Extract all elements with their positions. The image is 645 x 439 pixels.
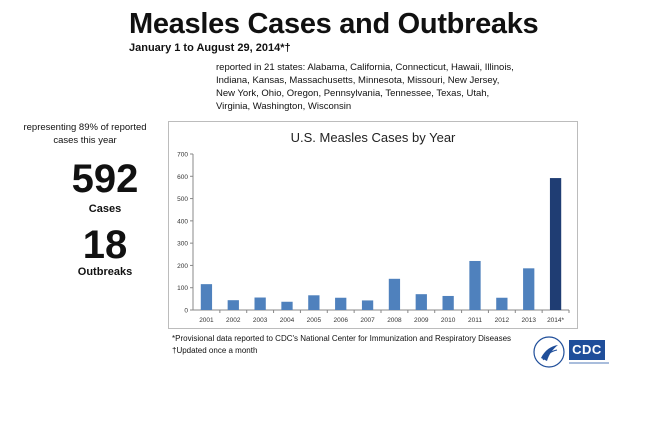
bar-2014	[549, 178, 562, 310]
x-tick-label: 2014*	[547, 317, 564, 324]
states-note: reported in 21 states: Alabama, Californ…	[216, 62, 514, 112]
x-tick-label: 2006	[333, 317, 348, 324]
date-range-subtitle: January 1 to August 29, 2014*†	[129, 42, 291, 54]
bar-2004	[281, 301, 293, 310]
outbreaks-label: Outbreaks	[77, 266, 133, 278]
x-tick-label: 2008	[387, 317, 402, 324]
cdc-logo: CDC	[569, 340, 605, 360]
bar-2005	[308, 295, 320, 310]
y-tick-label: 0	[184, 308, 188, 315]
x-tick-label: 2002	[226, 317, 241, 324]
y-tick-label: 500	[177, 196, 188, 203]
cases-value: 592	[71, 157, 139, 201]
bar-2008	[388, 278, 401, 310]
chart-title: U.S. Measles Cases by Year	[290, 130, 456, 145]
y-tick-label: 700	[177, 152, 188, 159]
bar-2012	[496, 297, 508, 310]
chart-panel: U.S. Measles Cases by Year 0 100 200 300 400…	[168, 121, 578, 329]
outbreaks-value: 18	[82, 223, 128, 267]
footnote-provisional: *Provisional data reported to CDC's Nati…	[172, 334, 512, 343]
bar-chart: 0 100 200 300 400 500 600 700 2001 2002 2003 2004 20…	[177, 152, 570, 324]
footnote-updated: †Updated once a month	[172, 346, 258, 355]
x-tick-label: 2007	[360, 317, 375, 324]
page-title: Measles Cases and Outbreaks	[129, 8, 539, 40]
y-tick-label: 200	[177, 263, 188, 270]
bar-2001	[200, 284, 213, 310]
x-tick-label: 2013	[521, 317, 536, 324]
logo-area: CDC	[533, 334, 613, 374]
x-tick-label: 2004	[280, 317, 295, 324]
x-tick-label: 2001	[199, 317, 214, 324]
x-tick-label: 2009	[414, 317, 429, 324]
hhs-seal-icon	[533, 336, 565, 368]
x-tick-label: 2010	[441, 317, 456, 324]
cases-label: Cases	[88, 203, 122, 215]
bar-2009	[415, 294, 427, 310]
bar-2003	[254, 297, 266, 310]
x-tick-label: 2005	[307, 317, 322, 324]
y-tick-label: 100	[177, 285, 188, 292]
x-tick-label: 2003	[253, 317, 268, 324]
bar-2006	[335, 297, 347, 310]
x-tick-label: 2011	[468, 317, 482, 324]
bar-2010	[442, 295, 454, 310]
representing-note: representing 89% of reported cases this …	[23, 122, 147, 146]
cdc-logo-underline	[569, 362, 609, 364]
x-tick-label: 2012	[495, 317, 510, 324]
y-tick-label: 300	[177, 241, 188, 248]
bar-2011	[469, 260, 481, 310]
bar-2013	[523, 268, 535, 310]
y-tick-label: 600	[177, 174, 188, 181]
bar-2002	[227, 300, 239, 310]
bar-2007	[361, 300, 374, 310]
y-tick-label: 400	[177, 218, 188, 225]
